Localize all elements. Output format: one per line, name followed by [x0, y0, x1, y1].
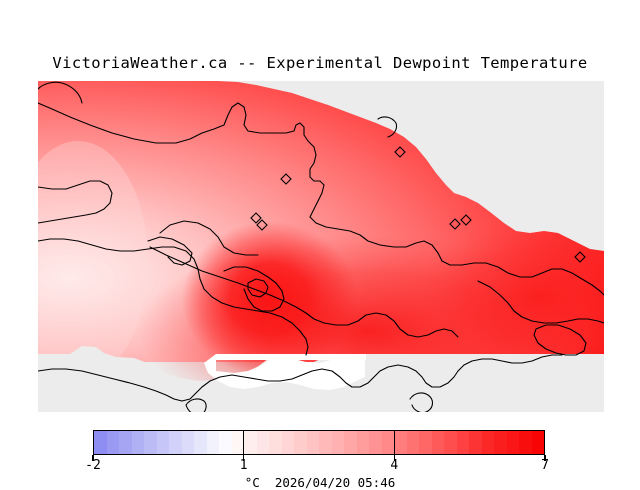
colorbar-swatch-4: [144, 431, 157, 454]
colorbar-swatch-6: [169, 431, 182, 454]
station-marker-7[interactable]: [574, 251, 586, 263]
colorbar-swatch-13: [256, 431, 269, 454]
colorbar-tick-7: [544, 455, 546, 461]
colorbar-tick-label-7: 7: [541, 458, 549, 473]
coast-west-inlet-1: [147, 236, 193, 266]
dewpoint-map[interactable]: [38, 81, 604, 412]
coastlines: [38, 81, 604, 412]
coast-south-island: [38, 238, 309, 356]
colorbar-swatch-15: [281, 431, 294, 454]
colorbar-swatch-2: [119, 431, 132, 454]
colorbar-swatch-22: [369, 431, 382, 454]
colorbar-swatch-35: [531, 431, 544, 454]
no-data-region: [204, 354, 366, 390]
colorbar-divider-1: [242, 430, 245, 455]
station-marker-2[interactable]: [394, 146, 406, 158]
colorbar-swatch-14: [269, 431, 282, 454]
station-marker-5[interactable]: [449, 218, 461, 230]
colorbar-swatch-18: [319, 431, 332, 454]
coast-victoria-harbour: [247, 278, 269, 298]
colorbar-swatch-8: [194, 431, 207, 454]
coast-inner-channel: [149, 246, 459, 338]
colorbar-swatch-27: [431, 431, 444, 454]
colorbar-caption: °C 2026/04/20 05:46: [244, 475, 396, 490]
colorbar-section: -2 1 4 7 °C 2026/04/20 05:46: [0, 425, 640, 490]
colorbar-swatch-7: [181, 431, 194, 454]
colorbar-swatch-3: [131, 431, 144, 454]
colorbar-tick-label-1: 1: [239, 458, 248, 473]
field-cool-northwest: [38, 141, 148, 381]
coast-islet-south-2: [409, 392, 434, 412]
colorbar-swatch-21: [356, 431, 369, 454]
coast-nw-island: [38, 81, 83, 104]
coast-west-inlet-2: [159, 220, 259, 256]
colorbar[interactable]: [93, 430, 545, 455]
colorbar-tick-1: [242, 455, 245, 461]
colorbar-swatch-17: [306, 431, 319, 454]
colorbar-swatch-32: [494, 431, 507, 454]
colorbar-swatch-25: [406, 431, 419, 454]
colorbar-divider-4: [393, 430, 396, 455]
colorbar-tick-label--2: -2: [85, 458, 101, 473]
colorbar-swatch-33: [506, 431, 519, 454]
coast-northeast-mainland: [38, 102, 604, 296]
coast-islet-south-1: [185, 398, 207, 412]
station-marker-1[interactable]: [280, 173, 292, 185]
colorbar-swatch-29: [456, 431, 469, 454]
colorbar-swatch-26: [419, 431, 432, 454]
colorbar-swatch-9: [206, 431, 219, 454]
weather-map-page: VictoriaWeather.ca -- Experimental Dewpo…: [0, 54, 640, 490]
colorbar-swatch-20: [344, 431, 357, 454]
colorbar-swatch-34: [519, 431, 532, 454]
colorbar-tick--2: [92, 455, 94, 461]
colorbar-swatch-10: [219, 431, 232, 454]
coast-west-bay: [38, 180, 113, 224]
colorbar-swatch-28: [444, 431, 457, 454]
colorbar-swatch-23: [381, 431, 394, 454]
station-markers[interactable]: [250, 146, 586, 263]
colorbar-tick-label-4: 4: [390, 458, 399, 473]
station-marker-6[interactable]: [460, 214, 472, 226]
page-title: VictoriaWeather.ca -- Experimental Dewpo…: [52, 54, 588, 72]
colorbar-swatch-12: [244, 431, 257, 454]
colorbar-swatch-24: [394, 431, 407, 454]
coast-east-tip: [533, 324, 587, 356]
colorbar-tick-4: [393, 455, 396, 461]
colorbar-swatch-16: [294, 431, 307, 454]
coast-fraser-delta: [477, 280, 604, 324]
colorbar-swatch-31: [481, 431, 494, 454]
colorbar-swatch-5: [156, 431, 169, 454]
field-warm-far-east: [418, 216, 604, 376]
colorbar-swatch-1: [106, 431, 119, 454]
station-marker-4[interactable]: [256, 219, 268, 231]
colorbar-swatch-19: [331, 431, 344, 454]
coast-ne-inlet: [377, 116, 398, 138]
station-marker-3[interactable]: [250, 212, 262, 224]
no-data-cut-edge: [216, 354, 366, 360]
no-data-south-land: [204, 354, 365, 390]
colorbar-swatch-30: [469, 431, 482, 454]
coast-saanich-peninsula: [223, 266, 285, 312]
colorbar-swatch-0: [94, 431, 107, 454]
map-panel[interactable]: [38, 81, 604, 412]
coast-olympic-peninsula: [38, 354, 563, 402]
colorbar-swatch-11: [231, 431, 244, 454]
